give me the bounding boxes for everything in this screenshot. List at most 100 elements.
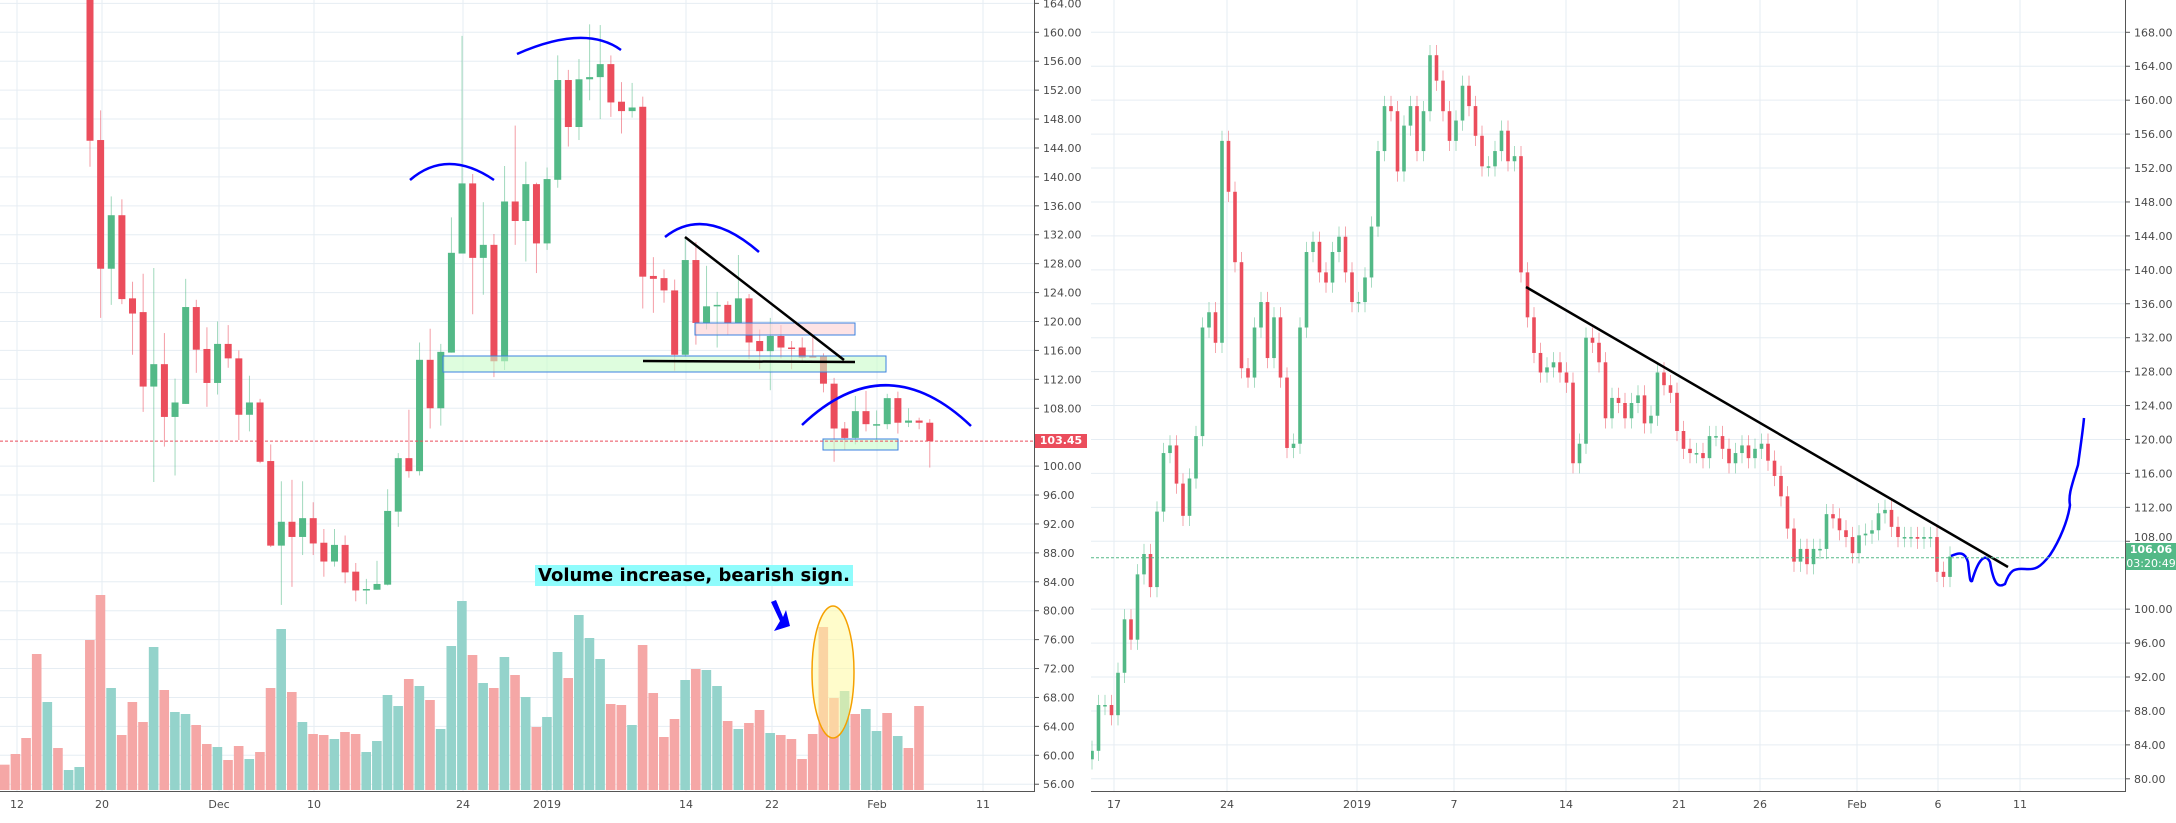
candle: [394, 453, 402, 527]
candle-body: [171, 402, 179, 417]
small-support-box[interactable]: [822, 438, 899, 451]
candle: [1298, 317, 1302, 454]
candle-body: [1805, 548, 1809, 565]
candle: [1272, 307, 1276, 369]
price-tick-label: 120.00: [2134, 433, 2173, 446]
candle-body: [1863, 533, 1868, 536]
arc-drawing-2[interactable]: [516, 36, 622, 56]
candle: [915, 417, 923, 430]
candle: [532, 182, 540, 274]
candle: [352, 562, 360, 602]
volume-bar: [180, 714, 191, 790]
price-tick-label: 96.00: [1043, 489, 1075, 502]
candle-body: [575, 79, 583, 128]
candle-body: [1428, 55, 1432, 112]
candle: [894, 391, 902, 434]
candle: [1779, 465, 1783, 507]
arc-drawing-4[interactable]: [801, 384, 972, 427]
date-tick-label: 17: [1107, 798, 1121, 811]
arrow-down-right-icon[interactable]: [771, 600, 790, 631]
support-zone-box[interactable]: [442, 355, 887, 373]
candle: [330, 529, 338, 567]
candle: [1252, 317, 1257, 388]
right-chart-grid: [1091, 0, 2125, 791]
volume-bar: [170, 712, 180, 790]
date-tick-label: 12: [10, 798, 24, 811]
candle: [1681, 420, 1686, 459]
price-tick-label: 112.00: [1043, 373, 1082, 386]
volume-bar: [775, 735, 786, 790]
horizontal-support-line[interactable]: [642, 359, 856, 364]
candle-body: [479, 244, 487, 258]
candle-body: [1272, 317, 1276, 359]
candle-body: [1909, 537, 1913, 539]
candle-body: [118, 215, 126, 300]
volume-bar: [574, 615, 584, 790]
candle-body: [1317, 241, 1322, 273]
candle-body: [384, 510, 392, 585]
volume-bar: [0, 764, 10, 790]
candle: [1091, 740, 1094, 770]
candle-body: [703, 306, 711, 323]
candle: [1603, 352, 1608, 429]
candle: [1805, 538, 1809, 575]
candle: [1597, 332, 1601, 373]
price-tick-label: 108.00: [1043, 402, 1082, 415]
resistance-zone-box[interactable]: [694, 322, 856, 336]
price-tick-label: 132.00: [2134, 332, 2173, 345]
candle: [1148, 543, 1153, 598]
candle-body: [1701, 453, 1705, 459]
candle: [1863, 523, 1868, 546]
candle-body: [1707, 436, 1712, 459]
candle-body: [1207, 312, 1211, 328]
candle: [129, 281, 137, 355]
candle-body: [1668, 385, 1673, 393]
candle: [1623, 392, 1627, 429]
candle: [1577, 433, 1582, 474]
candle: [1831, 503, 1835, 529]
candle: [607, 55, 615, 117]
arc-drawing-3[interactable]: [664, 222, 760, 253]
candle: [1480, 125, 1484, 177]
candle-body: [1200, 327, 1205, 437]
right-price-axis[interactable]: 168.00 164.00 160.00 156.00 152.00 148.00 144.…: [2125, 26, 2173, 786]
candle-body: [1187, 478, 1192, 516]
price-tick-label: 84.00: [2134, 739, 2166, 752]
candle: [1909, 526, 1913, 548]
candle: [1499, 120, 1504, 162]
right-time-axis[interactable]: 17 24 2019 7 14 21 26 Feb 6 11: [1107, 798, 2027, 811]
candle: [905, 408, 913, 428]
candle: [1649, 405, 1653, 434]
candle-body: [1259, 302, 1263, 328]
candle: [341, 535, 349, 584]
left-drawings: [409, 36, 972, 739]
candle: [192, 299, 200, 373]
candle-body: [1116, 672, 1120, 716]
candle: [564, 69, 572, 147]
descending-trendline[interactable]: [684, 236, 845, 361]
volume-annotation-note[interactable]: Volume increase, bearish sign.: [535, 565, 853, 586]
candle-body: [1532, 317, 1536, 353]
volume-bar: [265, 688, 276, 790]
projected-path-drawing[interactable]: [1950, 417, 2086, 587]
left-price-axis[interactable]: 164.00 160.00 156.00 152.00 148.00 144.00 140.…: [1034, 0, 1082, 791]
candle-body: [373, 583, 381, 590]
volume-bar: [95, 595, 106, 790]
candle: [267, 444, 275, 548]
candle-body: [1688, 448, 1692, 454]
price-tick-label: 168.00: [2134, 26, 2173, 39]
left-time-axis[interactable]: 12 20 Dec 10 24 2019 14 22 Feb 11: [10, 798, 990, 811]
candle-body: [1935, 537, 1939, 572]
arc-drawing-1[interactable]: [409, 162, 495, 182]
candle: [1421, 101, 1426, 162]
right-descending-trendline[interactable]: [1525, 285, 2009, 569]
volume-bar: [510, 675, 520, 790]
candle: [1753, 438, 1757, 469]
price-tick-label: 84.00: [1043, 576, 1075, 589]
volume-highlight-ellipse[interactable]: [811, 605, 855, 739]
candle: [150, 267, 158, 483]
candle-body: [628, 107, 636, 112]
candle-body: [1746, 445, 1751, 459]
date-tick-label: 24: [456, 798, 470, 811]
